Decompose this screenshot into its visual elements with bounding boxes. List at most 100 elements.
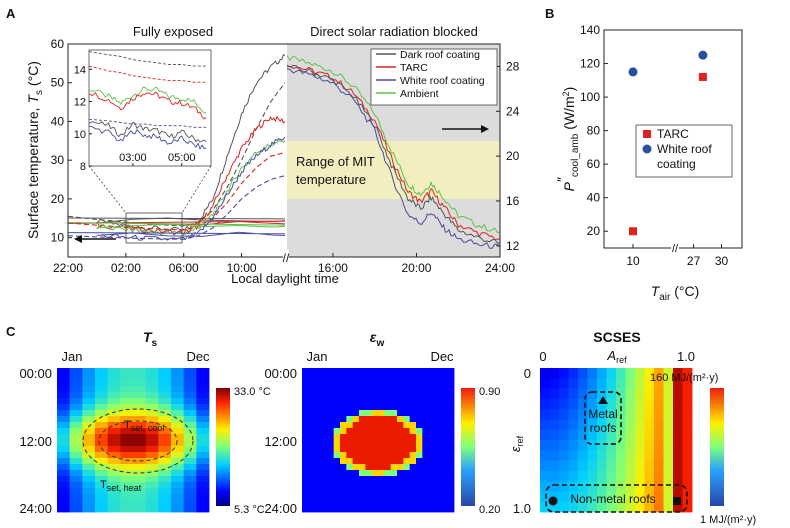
- legend-label-white-roof-coating: White roof coating: [400, 75, 485, 87]
- c2-grid-cell: [397, 434, 404, 441]
- c2-grid-cell: [378, 506, 385, 513]
- c2-grid-cell: [390, 464, 398, 471]
- c2-grid-cell: [435, 464, 442, 471]
- c2-grid-cell: [302, 374, 309, 381]
- c2-grid-cell: [340, 404, 347, 411]
- c1-grid-cell: [107, 398, 121, 405]
- c2-grid-cell: [308, 506, 316, 513]
- c2-grid-cell: [308, 470, 316, 477]
- c2-grid-cell: [371, 398, 379, 405]
- c2-grid-cell: [359, 428, 366, 435]
- c1-grid-cell: [171, 380, 185, 387]
- non-metal-roofs-label: Non-metal roofs: [570, 492, 655, 506]
- c2-grid-cell: [384, 488, 392, 495]
- c2-grid-cell: [416, 446, 423, 453]
- c2-grid-cell: [352, 398, 360, 405]
- non-metal-circle-marker: [548, 496, 558, 506]
- c2-grid-cell: [397, 410, 404, 417]
- c2-grid-cell: [397, 476, 404, 483]
- c2-grid-cell: [371, 452, 379, 459]
- c2-grid-cell: [441, 458, 449, 465]
- c2-grid-cell: [359, 422, 366, 429]
- c2-grid-cell: [378, 482, 385, 489]
- c2-grid-cell: [378, 458, 385, 465]
- c2-grid-cell: [403, 410, 411, 417]
- c1-grid-cell: [95, 506, 109, 513]
- c2-grid-cell: [403, 464, 411, 471]
- c3-grid-cell: [682, 450, 693, 461]
- c1-grid-cell: [196, 416, 210, 423]
- c1-grid-cell: [57, 446, 71, 453]
- c1-grid-cell: [69, 476, 83, 483]
- c1-grid-cell: [196, 488, 210, 495]
- a-left-tick-label: 20: [51, 192, 65, 206]
- b-y-tick-label: 80: [587, 124, 601, 138]
- c3-grid-cell: [644, 398, 655, 410]
- c3-grid-cell: [616, 450, 626, 461]
- c2-grid-cell: [346, 476, 354, 483]
- panel-c-label: C: [6, 324, 16, 339]
- c1-grid-cell: [133, 368, 147, 375]
- c2-grid-cell: [340, 422, 347, 429]
- c2-grid-cell: [346, 470, 354, 477]
- c2-grid-cell: [371, 500, 379, 507]
- c1-grid-cell: [95, 488, 109, 495]
- c1-grid-cell: [196, 374, 210, 381]
- c1-grid-cell: [158, 446, 172, 453]
- c3-grid-cell: [625, 378, 636, 389]
- c2-grid-cell: [365, 470, 373, 477]
- c2-grid-cell: [397, 500, 404, 507]
- c2-xlabel-dec: Dec: [430, 349, 454, 364]
- c3-grid-cell: [606, 378, 617, 389]
- c2-grid-cell: [378, 428, 385, 435]
- dashed-line-tarc: [68, 151, 285, 231]
- c1-grid-cell: [196, 440, 210, 447]
- a-x-tick-label: 06:00: [169, 261, 199, 275]
- b-y-tick-label: 40: [587, 191, 601, 205]
- c2-grid-cell: [327, 476, 335, 483]
- inset-dashed-white-roof-coating: [89, 118, 207, 128]
- c2-grid-cell: [409, 470, 417, 477]
- c3-grid-cell: [578, 450, 588, 461]
- inset-dashed-tarc: [89, 65, 207, 83]
- c2-grid-cell: [409, 506, 417, 513]
- c2-grid-cell: [314, 422, 322, 429]
- c2-grid-cell: [308, 440, 316, 447]
- c2-grid-cell: [447, 410, 455, 417]
- c3-grid-cell: [540, 388, 550, 400]
- c2-grid-cell: [384, 458, 392, 465]
- c2-grid-cell: [378, 440, 385, 447]
- c1-grid-cell: [82, 386, 96, 393]
- c1-grid-cell: [133, 506, 147, 513]
- c2-xlabel-jan: Jan: [307, 349, 328, 364]
- c3-grid-cell: [616, 388, 626, 400]
- c3-grid-cell: [559, 378, 569, 389]
- c2-grid-cell: [359, 380, 366, 387]
- c1-grid-cell: [171, 416, 185, 423]
- c3-grid-cell: [673, 419, 683, 431]
- c2-grid-cell: [403, 368, 411, 375]
- c2-colorbar: [461, 388, 475, 506]
- panel-a-ylabel: Surface temperature, Ts (°C): [25, 61, 45, 239]
- c1-grid-cell: [171, 494, 185, 501]
- c3-grid-cell: [673, 409, 683, 420]
- c3-grid-cell: [578, 470, 588, 482]
- c2-grid-cell: [378, 422, 385, 429]
- c2-grid-cell: [378, 374, 385, 381]
- c2-grid-cell: [340, 446, 347, 453]
- c3-grid-cell: [578, 368, 588, 379]
- c3-grid-cell: [616, 378, 626, 389]
- c3-grid-cell: [578, 378, 588, 389]
- c3-grid-cell: [625, 460, 636, 472]
- c3-grid-cell: [682, 388, 693, 400]
- c2-grid-cell: [302, 506, 309, 513]
- c2-grid-cell: [403, 386, 411, 393]
- c3-grid-cell: [578, 440, 588, 451]
- c1-grid-cell: [196, 428, 210, 435]
- c2-grid-cell: [327, 464, 335, 471]
- c2-grid-cell: [333, 476, 341, 483]
- c2-grid-cell: [422, 494, 430, 501]
- c2-grid-cell: [416, 386, 423, 393]
- c1-grid-cell: [158, 500, 172, 507]
- c1-grid-cell: [69, 410, 83, 417]
